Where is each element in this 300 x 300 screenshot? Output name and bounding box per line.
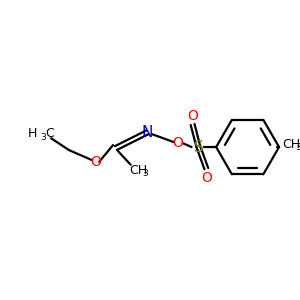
Text: O: O (90, 155, 101, 169)
Text: CH: CH (282, 138, 300, 151)
Text: O: O (187, 109, 198, 123)
Text: S: S (194, 140, 203, 154)
Text: 3: 3 (40, 133, 46, 142)
Text: N: N (142, 125, 153, 140)
Text: C: C (45, 127, 54, 140)
Text: 3: 3 (142, 169, 148, 178)
Text: CH: CH (130, 164, 148, 177)
Text: H: H (28, 127, 37, 140)
Text: O: O (201, 170, 212, 184)
Text: 3: 3 (295, 142, 300, 152)
Text: O: O (172, 136, 183, 150)
